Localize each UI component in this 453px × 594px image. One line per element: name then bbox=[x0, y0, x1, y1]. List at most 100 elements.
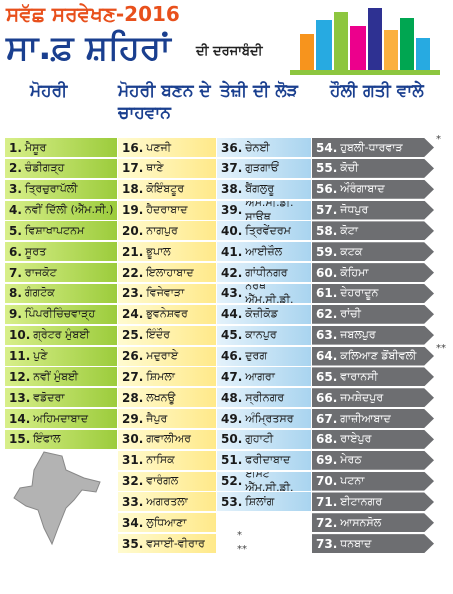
rank: 34. bbox=[122, 515, 144, 530]
city: ਜੋਧਪੁਰ bbox=[340, 203, 369, 217]
ranking-row: 30. ਗਵਾਲੀਅਰ bbox=[118, 429, 216, 449]
city: ਵਾਰੰਗਲ bbox=[146, 474, 179, 488]
ranking-row: 34. ਲੁਧਿਆਣਾ bbox=[118, 513, 216, 533]
rank: 14. bbox=[9, 411, 31, 426]
ranking-row: 22. ਇਲਾਹਾਬਾਦ bbox=[118, 263, 216, 283]
rank: 35. bbox=[122, 536, 144, 551]
ranking-row: 66. ਜਮਸ਼ੇਦਪੁਰ bbox=[312, 388, 434, 408]
column-heading: ਤੇਜ਼ੀ ਦੀ ਲੋੜ bbox=[220, 81, 298, 101]
footnote-mark: ** bbox=[436, 342, 446, 354]
city: ਆਈਜ਼ੌਲ bbox=[245, 244, 283, 258]
ranking-row: 46. ਦੁਰਗ bbox=[217, 346, 311, 366]
rank: 44. bbox=[221, 307, 243, 322]
city: ਫਰੀਦਾਬਾਦ bbox=[245, 453, 291, 467]
rank: 37. bbox=[221, 161, 243, 176]
rank: 19. bbox=[122, 203, 144, 218]
rank: 1. bbox=[9, 140, 22, 155]
rank: 31. bbox=[122, 453, 144, 468]
ranking-row: 27. ਸ਼ਿਮਲਾ bbox=[118, 367, 216, 387]
ranking-row: 20. ਨਾਗਪੁਰ bbox=[118, 221, 216, 241]
title: ਸਵੱਛ ਸਰਵੇਖਣ-2016 bbox=[6, 2, 180, 26]
rank: 17. bbox=[122, 161, 144, 176]
city: ਪਟਨਾ bbox=[340, 474, 365, 488]
ranking-row: 12. ਨਵੀਂ ਮੁੰਬਈ bbox=[5, 367, 117, 387]
ranking-row: 24. ਭੁਵਨੇਸ਼ਵਰ bbox=[118, 304, 216, 324]
rank: 29. bbox=[122, 411, 144, 426]
rank: 39. bbox=[221, 203, 243, 218]
rank: 48. bbox=[221, 390, 243, 405]
ranking-row: 60. ਕੋਹਿਮਾ bbox=[312, 263, 434, 283]
ranking-row: 54. ਹੁਬਲੀ-ਧਾਰਵਾੜ bbox=[312, 138, 434, 157]
city: ਥਾਣੇ bbox=[146, 161, 164, 175]
ranking-row: 43. ਨੌਰਥ ਐੱਮ.ਸੀ.ਡੀ. bbox=[217, 283, 311, 303]
ranking-row: 26. ਮਦੁਰਾਏ bbox=[118, 346, 216, 366]
rank: 64. bbox=[316, 349, 338, 363]
rank: 56. bbox=[316, 182, 338, 197]
rank: 68. bbox=[316, 432, 338, 447]
rank: 38. bbox=[221, 182, 243, 197]
ranking-row: 5. ਵਿਸ਼ਾਖਾਪਟਨਮ bbox=[5, 221, 117, 241]
city: ਸੂਰਤ bbox=[24, 244, 47, 258]
rank: 20. bbox=[122, 223, 144, 238]
ranking-row: 14. ਅਹਿਮਦਾਬਾਦ bbox=[5, 409, 117, 429]
city: ਆਗਰਾ bbox=[245, 369, 275, 383]
city: ਈਸਟ ਐੱਮ.ਸੀ.ਡੀ. bbox=[245, 471, 294, 491]
city: ਮੇਰਠ bbox=[340, 453, 362, 467]
rank: 47. bbox=[221, 369, 243, 384]
rank: 73. bbox=[316, 536, 338, 551]
ranking-row: 70. ਪਟਨਾ bbox=[312, 471, 434, 491]
ranking-row: 37. ਗੁੜਗਾਓਂ bbox=[217, 158, 311, 178]
rank: 11. bbox=[9, 349, 31, 363]
rank: 16. bbox=[122, 140, 144, 155]
headline: ਸਾ.ਫ਼ ਸ਼ਹਿਰਾਂ bbox=[6, 28, 171, 68]
city: ਲੁਧਿਆਣਾ bbox=[146, 515, 187, 529]
rank: 5. bbox=[9, 223, 22, 238]
india-map bbox=[13, 451, 101, 546]
city: ਅੰਮ੍ਰਿਤਸਰ bbox=[245, 411, 294, 425]
city: ਜਮਸ਼ੇਦਪੁਰ bbox=[340, 390, 384, 404]
ranking-row: 16. ਪਣਜੀ bbox=[118, 138, 216, 157]
rank: 57. bbox=[316, 203, 338, 218]
rank: 72. bbox=[316, 515, 338, 530]
rank: 49. bbox=[221, 411, 243, 426]
ranking-row: 63. ਜਬਲਪੁਰ bbox=[312, 325, 434, 345]
city: ਸ੍ਰੀਨਗਰ bbox=[245, 390, 285, 404]
city: ਰਾਂਚੀ bbox=[340, 307, 361, 321]
city: ਨੌਰਥ ਐੱਮ.ਸੀ.ਡੀ. bbox=[245, 283, 294, 303]
rank: 10. bbox=[9, 328, 31, 343]
city: ਸ਼ਿਮਲਾ bbox=[146, 369, 175, 383]
city: ਔਰੰਗਾਬਾਦ bbox=[340, 182, 385, 196]
rank: 25. bbox=[122, 328, 144, 343]
rank: 58. bbox=[316, 223, 338, 238]
city: ਚੇਨਈ bbox=[245, 140, 270, 154]
rank: 21. bbox=[122, 244, 144, 259]
ranking-row: 49. ਅੰਮ੍ਰਿਤਸਰ bbox=[217, 409, 311, 429]
ranking-row: 50. ਗੁਹਾਟੀ bbox=[217, 429, 311, 449]
rank: 8. bbox=[9, 286, 22, 301]
city: ਗੁੜਗਾਓਂ bbox=[245, 161, 279, 175]
ranking-row: 23. ਵਿਜੇਵਾੜਾ bbox=[118, 283, 216, 303]
ranking-row: 7. ਰਾਜਕੋਟ bbox=[5, 263, 117, 283]
rank: 40. bbox=[221, 223, 243, 238]
city: ਸ਼ਿਲਾਂਗ bbox=[245, 494, 275, 508]
rank: 46. bbox=[221, 349, 243, 363]
ranking-row: 25. ਇੰਦੌਰ bbox=[118, 325, 216, 345]
rank: 6. bbox=[9, 244, 22, 259]
city: ਐੱਮ.ਸੀ.ਡੀ. ਸਾਊਥ bbox=[245, 200, 294, 220]
rank: 71. bbox=[316, 494, 338, 509]
city: ਵਿਸ਼ਾਖਾਪਟਨਮ bbox=[24, 223, 85, 237]
ranking-row: 51. ਫਰੀਦਾਬਾਦ bbox=[217, 450, 311, 470]
city: ਤ੍ਰਿਵੇਂਦਰਮ bbox=[245, 223, 291, 237]
ranking-row: 18. ਕੋਇੰਬਟੂਰ bbox=[118, 179, 216, 199]
ranking-row: 3. ਤ੍ਰਿਚੁਰਾਪੱਲੀ bbox=[5, 179, 117, 199]
city: ਗਾਜ਼ੀਆਬਾਦ bbox=[340, 411, 391, 425]
city: ਕਾਨਪੁਰ bbox=[245, 328, 277, 342]
rank: 41. bbox=[221, 244, 243, 259]
logo bbox=[290, 8, 440, 75]
ranking-row: 15. ਇੰਫਾਲ bbox=[5, 429, 117, 449]
ranking-row: 68. ਰਾਏਪੁਰ bbox=[312, 429, 434, 449]
city: ਨਵੀਂ ਦਿੱਲੀ (ਐੱਮ.ਸੀ.) bbox=[24, 203, 114, 217]
ranking-row: 9. ਪਿੰਪਰੀਚਿੰਚਵਾੜ੍ਹ bbox=[5, 304, 117, 324]
city: ਗਵਾਲੀਅਰ bbox=[146, 432, 191, 446]
ranking-row: 36. ਚੇਨਈ bbox=[217, 138, 311, 157]
